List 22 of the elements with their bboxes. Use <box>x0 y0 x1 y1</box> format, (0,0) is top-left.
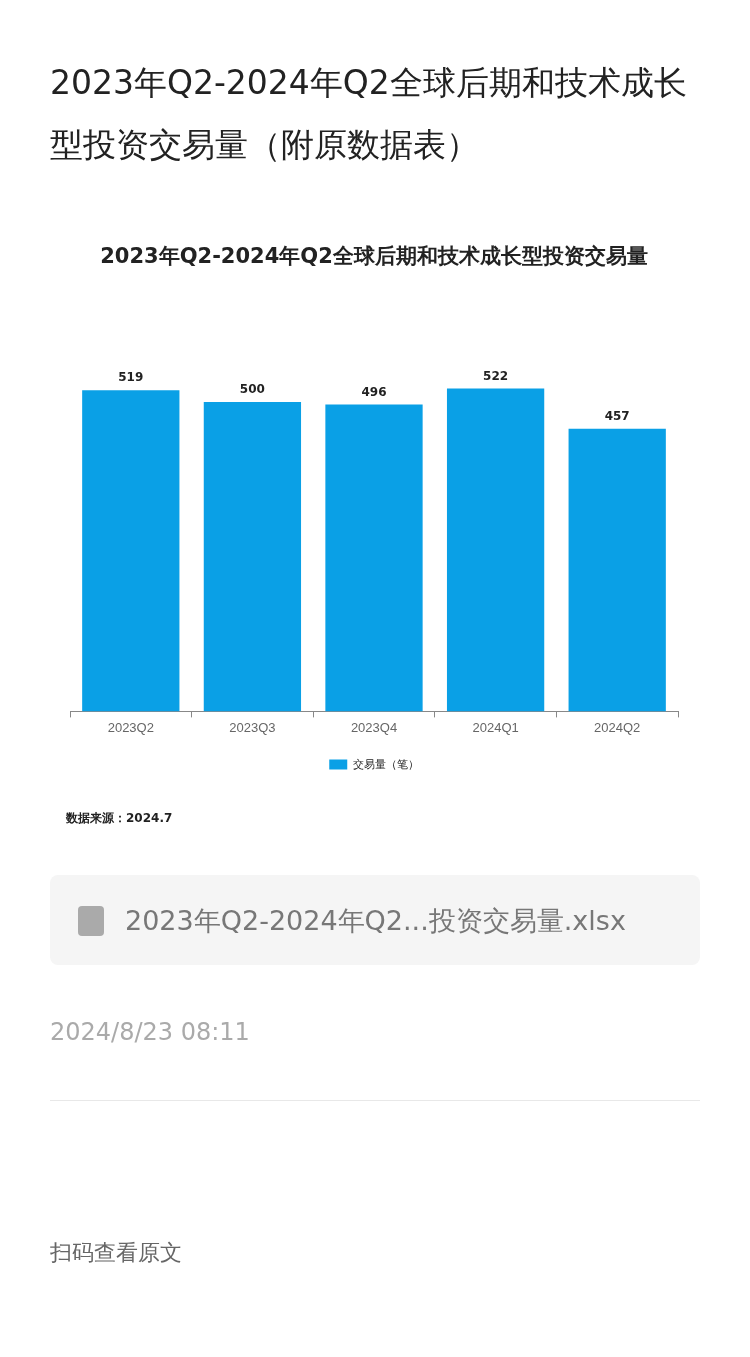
x-tick-label: 2023Q2 <box>107 719 154 735</box>
chart-title: 2023年Q2-2024年Q2全球后期和技术成长型投资交易量（附原数据表） <box>50 62 688 166</box>
text: 扫码查看原文 <box>50 1239 182 1267</box>
bar <box>446 388 545 712</box>
data-label: 522 <box>483 368 509 383</box>
x-tick-label: 2023Q3 <box>229 719 276 735</box>
x-tick-label: 2024Q1 <box>472 719 519 735</box>
data-label: 496 <box>361 384 387 399</box>
chart-subtitle: 2023年Q2-2024年Q2全球后期和技术成长型投资交易量 <box>100 244 648 269</box>
data-label: 500 <box>239 382 265 397</box>
data-label: 519 <box>118 370 144 385</box>
bar <box>203 402 302 712</box>
x-tick-label: 2024Q2 <box>594 719 641 735</box>
data-label: 457 <box>604 408 630 423</box>
x-tick-label: 2023Q4 <box>350 719 398 735</box>
text: 2024/8/23 08:11 <box>50 1018 250 1046</box>
source-note: 数据来源：2024.7 <box>66 810 173 827</box>
text: 2023年Q2-2024年Q2...投资交易量.xlsx <box>125 904 626 938</box>
bar <box>568 428 666 712</box>
bar <box>82 390 180 712</box>
legend-label: 交易量（笔） <box>352 757 419 770</box>
bar <box>325 404 423 712</box>
